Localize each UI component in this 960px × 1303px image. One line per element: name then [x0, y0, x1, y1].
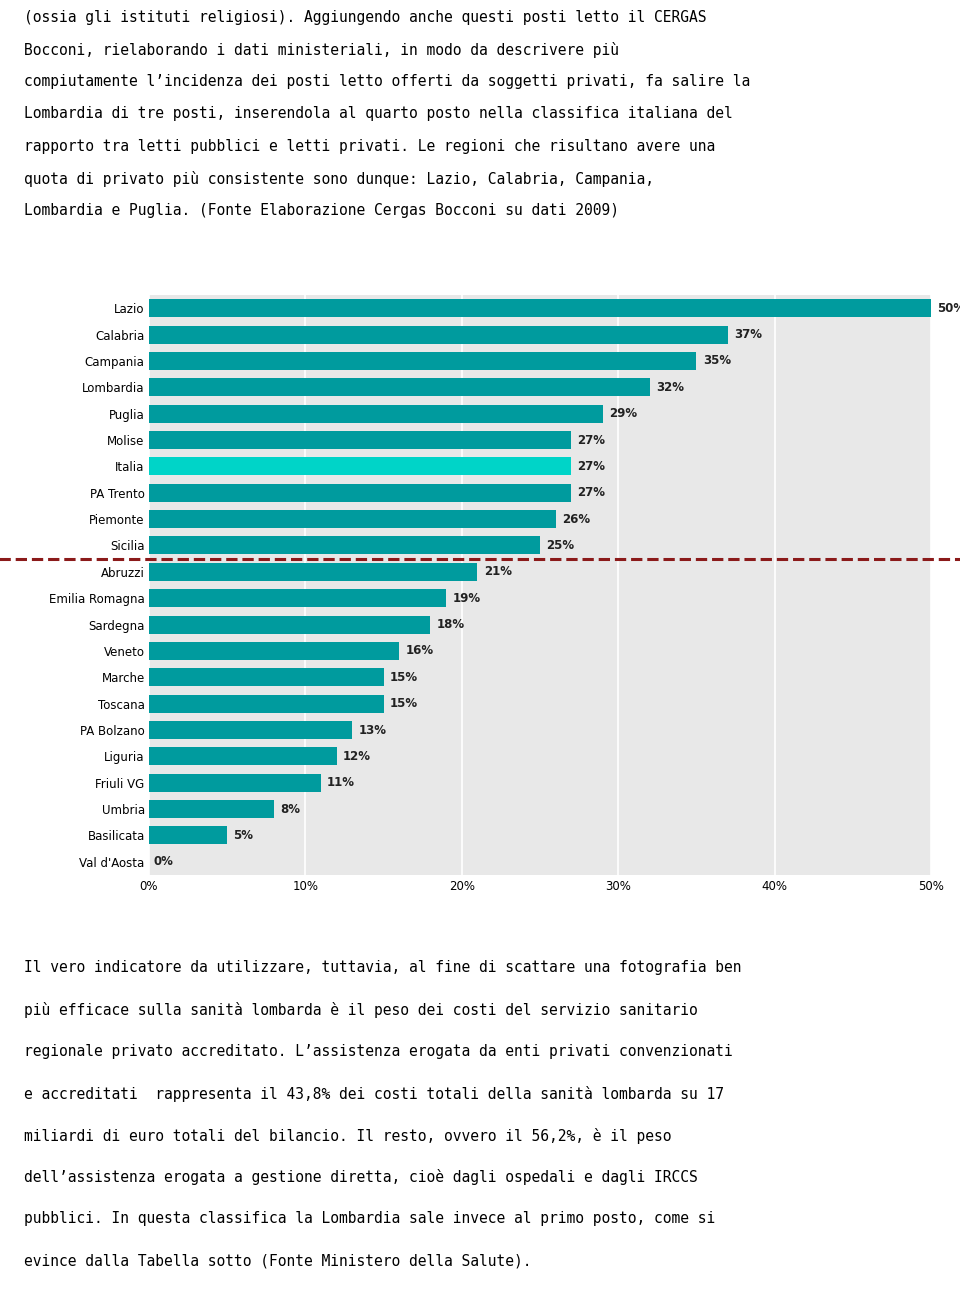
Text: 29%: 29%: [609, 407, 637, 420]
Bar: [149, 721, 352, 739]
Bar: [149, 563, 477, 581]
Text: evince dalla Tabella sotto (Fonte Ministero della Salute).: evince dalla Tabella sotto (Fonte Minist…: [24, 1253, 532, 1268]
Bar: [149, 457, 571, 476]
Text: rapporto tra letti pubblici e letti privati. Le regioni che risultano avere una: rapporto tra letti pubblici e letti priv…: [24, 138, 715, 154]
Text: 0%: 0%: [154, 855, 174, 868]
Text: 21%: 21%: [484, 566, 512, 579]
Text: 32%: 32%: [656, 380, 684, 394]
Text: 19%: 19%: [452, 592, 481, 605]
Bar: [149, 774, 321, 792]
Text: 27%: 27%: [578, 434, 606, 447]
Text: 15%: 15%: [390, 671, 418, 684]
Text: compiutamente l’incidenza dei posti letto offerti da soggetti privati, fa salire: compiutamente l’incidenza dei posti lett…: [24, 74, 751, 90]
Text: dell’assistenza erogata a gestione diretta, cioè dagli ospedali e dagli IRCCS: dell’assistenza erogata a gestione diret…: [24, 1169, 698, 1186]
Text: 12%: 12%: [343, 749, 371, 762]
Text: miliardi di euro totali del bilancio. Il resto, ovvero il 56,2%, è il peso: miliardi di euro totali del bilancio. Il…: [24, 1127, 671, 1144]
Text: 16%: 16%: [405, 645, 434, 658]
Bar: [149, 800, 274, 818]
Bar: [149, 668, 383, 687]
Bar: [149, 615, 430, 633]
Text: 18%: 18%: [437, 618, 465, 631]
Bar: [149, 405, 603, 422]
Bar: [149, 326, 728, 344]
Bar: [149, 826, 228, 844]
Text: 27%: 27%: [578, 460, 606, 473]
Text: più efficace sulla sanità lombarda è il peso dei costi del servizio sanitario: più efficace sulla sanità lombarda è il …: [24, 1002, 698, 1018]
Bar: [149, 748, 337, 765]
Bar: [149, 378, 650, 396]
Text: 37%: 37%: [734, 328, 762, 341]
Text: 27%: 27%: [578, 486, 606, 499]
Text: Bocconi, rielaborando i dati ministeriali, in modo da descrivere più: Bocconi, rielaborando i dati ministerial…: [24, 42, 619, 59]
Bar: [149, 483, 571, 502]
Text: regionale privato accreditato. L’assistenza erogata da enti privati convenzionat: regionale privato accreditato. L’assiste…: [24, 1044, 732, 1059]
Text: 11%: 11%: [327, 777, 355, 790]
Text: 25%: 25%: [546, 539, 574, 552]
Text: (ossia gli istituti religiosi). Aggiungendo anche questi posti letto il CERGAS: (ossia gli istituti religiosi). Aggiunge…: [24, 10, 707, 25]
Bar: [149, 642, 399, 659]
Bar: [149, 537, 540, 554]
Text: 50%: 50%: [938, 302, 960, 315]
Bar: [149, 511, 556, 528]
Text: Il vero indicatore da utilizzare, tuttavia, al fine di scattare una fotografia b: Il vero indicatore da utilizzare, tuttav…: [24, 960, 741, 975]
Text: quota di privato più consistente sono dunque: Lazio, Calabria, Campania,: quota di privato più consistente sono du…: [24, 171, 654, 186]
Text: 15%: 15%: [390, 697, 418, 710]
Text: pubblici. In questa classifica la Lombardia sale invece al primo posto, come si: pubblici. In questa classifica la Lombar…: [24, 1212, 715, 1226]
Text: Lombardia e Puglia. (Fonte Elaborazione Cergas Bocconi su dati 2009): Lombardia e Puglia. (Fonte Elaborazione …: [24, 203, 619, 218]
Text: 35%: 35%: [703, 354, 731, 367]
Bar: [149, 352, 697, 370]
Bar: [149, 300, 931, 317]
Text: 8%: 8%: [280, 803, 300, 816]
Bar: [149, 589, 446, 607]
Bar: [149, 694, 383, 713]
Bar: [149, 431, 571, 450]
Text: e accreditati  rappresenta il 43,8% dei costi totali della sanità lombarda su 17: e accreditati rappresenta il 43,8% dei c…: [24, 1085, 724, 1101]
Text: 26%: 26%: [562, 512, 590, 525]
Text: 13%: 13%: [358, 723, 387, 736]
Text: Lombardia di tre posti, inserendola al quarto posto nella classifica italiana de: Lombardia di tre posti, inserendola al q…: [24, 107, 732, 121]
Text: 5%: 5%: [233, 829, 253, 842]
